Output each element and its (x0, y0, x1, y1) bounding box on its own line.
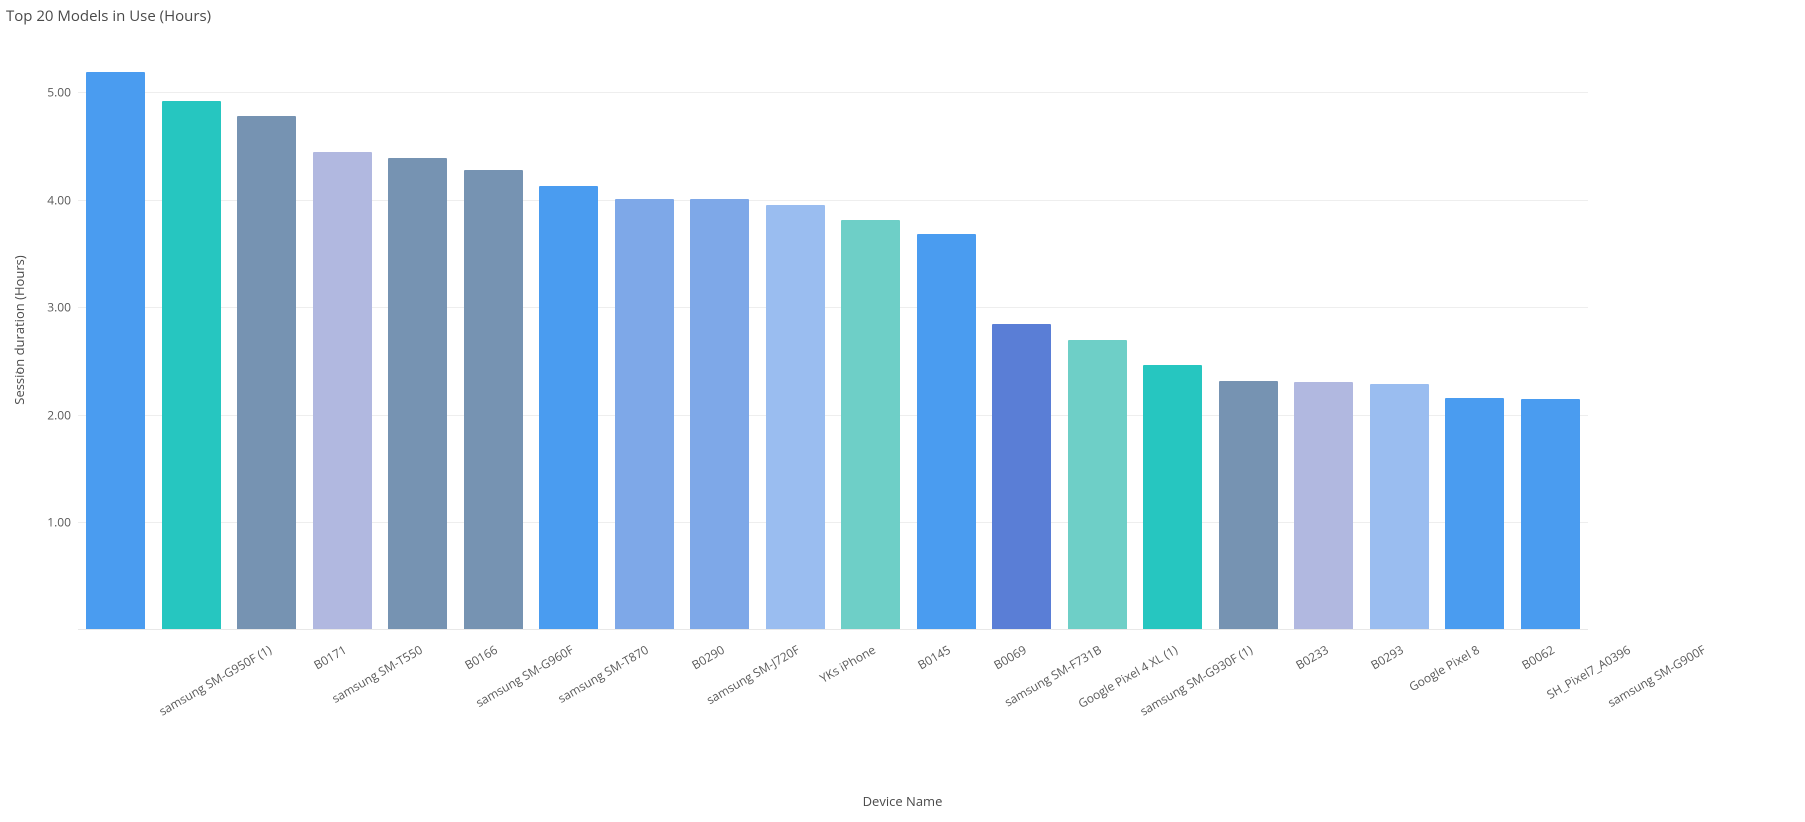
bar-slot: samsung SM-F731B (909, 30, 985, 629)
x-tick-label: B0171 (203, 641, 350, 736)
x-tick-label: samsung SM-G900F (1562, 641, 1709, 736)
y-tick-label: 3.00 (11, 299, 71, 316)
bar[interactable] (1068, 340, 1127, 629)
bar-slot: B0171 (154, 30, 230, 629)
bar-slot: B0145 (758, 30, 834, 629)
bar-slot: SH_Pixel7_A0396 (1437, 30, 1513, 629)
bar[interactable] (1219, 381, 1278, 629)
y-axis-label: Session duration (Hours) (10, 255, 28, 404)
bar-slot: Google Pixel 4 XL (1) (984, 30, 1060, 629)
bar-slot: samsung SM-G900F (1513, 30, 1589, 629)
bar-slot: B0062 (1362, 30, 1438, 629)
bar[interactable] (917, 234, 976, 629)
x-tick-label: samsung SM-F731B (958, 641, 1105, 736)
bar[interactable] (841, 220, 900, 629)
bar-slot: Google Pixel 8 (1286, 30, 1362, 629)
x-tick-label: B0233 (1184, 641, 1331, 736)
bar[interactable] (1143, 365, 1202, 629)
bar[interactable] (766, 205, 825, 629)
x-tick-label: samsung SM-G960F (429, 641, 576, 736)
x-tick-label: B0166 (354, 641, 501, 736)
bar[interactable] (992, 324, 1051, 629)
bar-slot: samsung SM-J720F (607, 30, 683, 629)
bar-slot: B0069 (833, 30, 909, 629)
x-tick-label: B0145 (807, 641, 954, 736)
x-tick-label: samsung SM-G930F (1) (1109, 641, 1256, 736)
bar[interactable] (1294, 382, 1353, 629)
bar[interactable] (615, 199, 674, 629)
chart-title: Top 20 Models in Use (Hours) (6, 6, 211, 26)
bar-slot: samsung SM-T870 (456, 30, 532, 629)
bar[interactable] (464, 170, 523, 629)
x-tick-label: Google Pixel 4 XL (1) (1033, 641, 1180, 736)
bar[interactable] (313, 152, 372, 629)
bar-slot: B0290 (531, 30, 607, 629)
bar-slot: B0233 (1135, 30, 1211, 629)
bar[interactable] (162, 101, 221, 629)
plot-area: samsung SM-G950F (1)B0171samsung SM-T550… (78, 30, 1588, 630)
x-axis-label: Device Name (863, 792, 943, 810)
bar-slot: B0293 (1211, 30, 1287, 629)
bar-slot: B0166 (305, 30, 381, 629)
bar[interactable] (1445, 398, 1504, 629)
bar[interactable] (237, 116, 296, 629)
bar[interactable] (539, 186, 598, 629)
bar-slot: samsung SM-T550 (229, 30, 305, 629)
bar-slot: YKs iPhone (682, 30, 758, 629)
y-tick-label: 2.00 (11, 406, 71, 423)
x-tick-label: B0062 (1411, 641, 1558, 736)
x-tick-label: B0293 (1260, 641, 1407, 736)
y-tick-label: 1.00 (11, 514, 71, 531)
bar-slot: samsung SM-G930F (1) (1060, 30, 1136, 629)
y-tick-label: 4.00 (11, 191, 71, 208)
x-tick-label: B0069 (882, 641, 1029, 736)
x-tick-label: YKs iPhone (731, 641, 878, 736)
y-tick-label: 5.00 (11, 84, 71, 101)
bar[interactable] (1521, 399, 1580, 629)
x-tick-label: samsung SM-T870 (505, 641, 652, 736)
bar-slot: samsung SM-G950F (1) (78, 30, 154, 629)
x-tick-label: samsung SM-J720F (656, 641, 803, 736)
x-tick-label: B0290 (580, 641, 727, 736)
bar[interactable] (86, 72, 145, 629)
x-tick-label: samsung SM-G950F (1) (127, 641, 274, 736)
bar[interactable] (690, 199, 749, 629)
x-tick-label: samsung SM-T550 (278, 641, 425, 736)
x-tick-label: Google Pixel 8 (1335, 641, 1482, 736)
bar-slot: samsung SM-G960F (380, 30, 456, 629)
bars-container: samsung SM-G950F (1)B0171samsung SM-T550… (78, 30, 1588, 629)
x-tick-label: SH_Pixel7_A0396 (1486, 641, 1633, 736)
bar[interactable] (388, 158, 447, 629)
bar[interactable] (1370, 384, 1429, 629)
